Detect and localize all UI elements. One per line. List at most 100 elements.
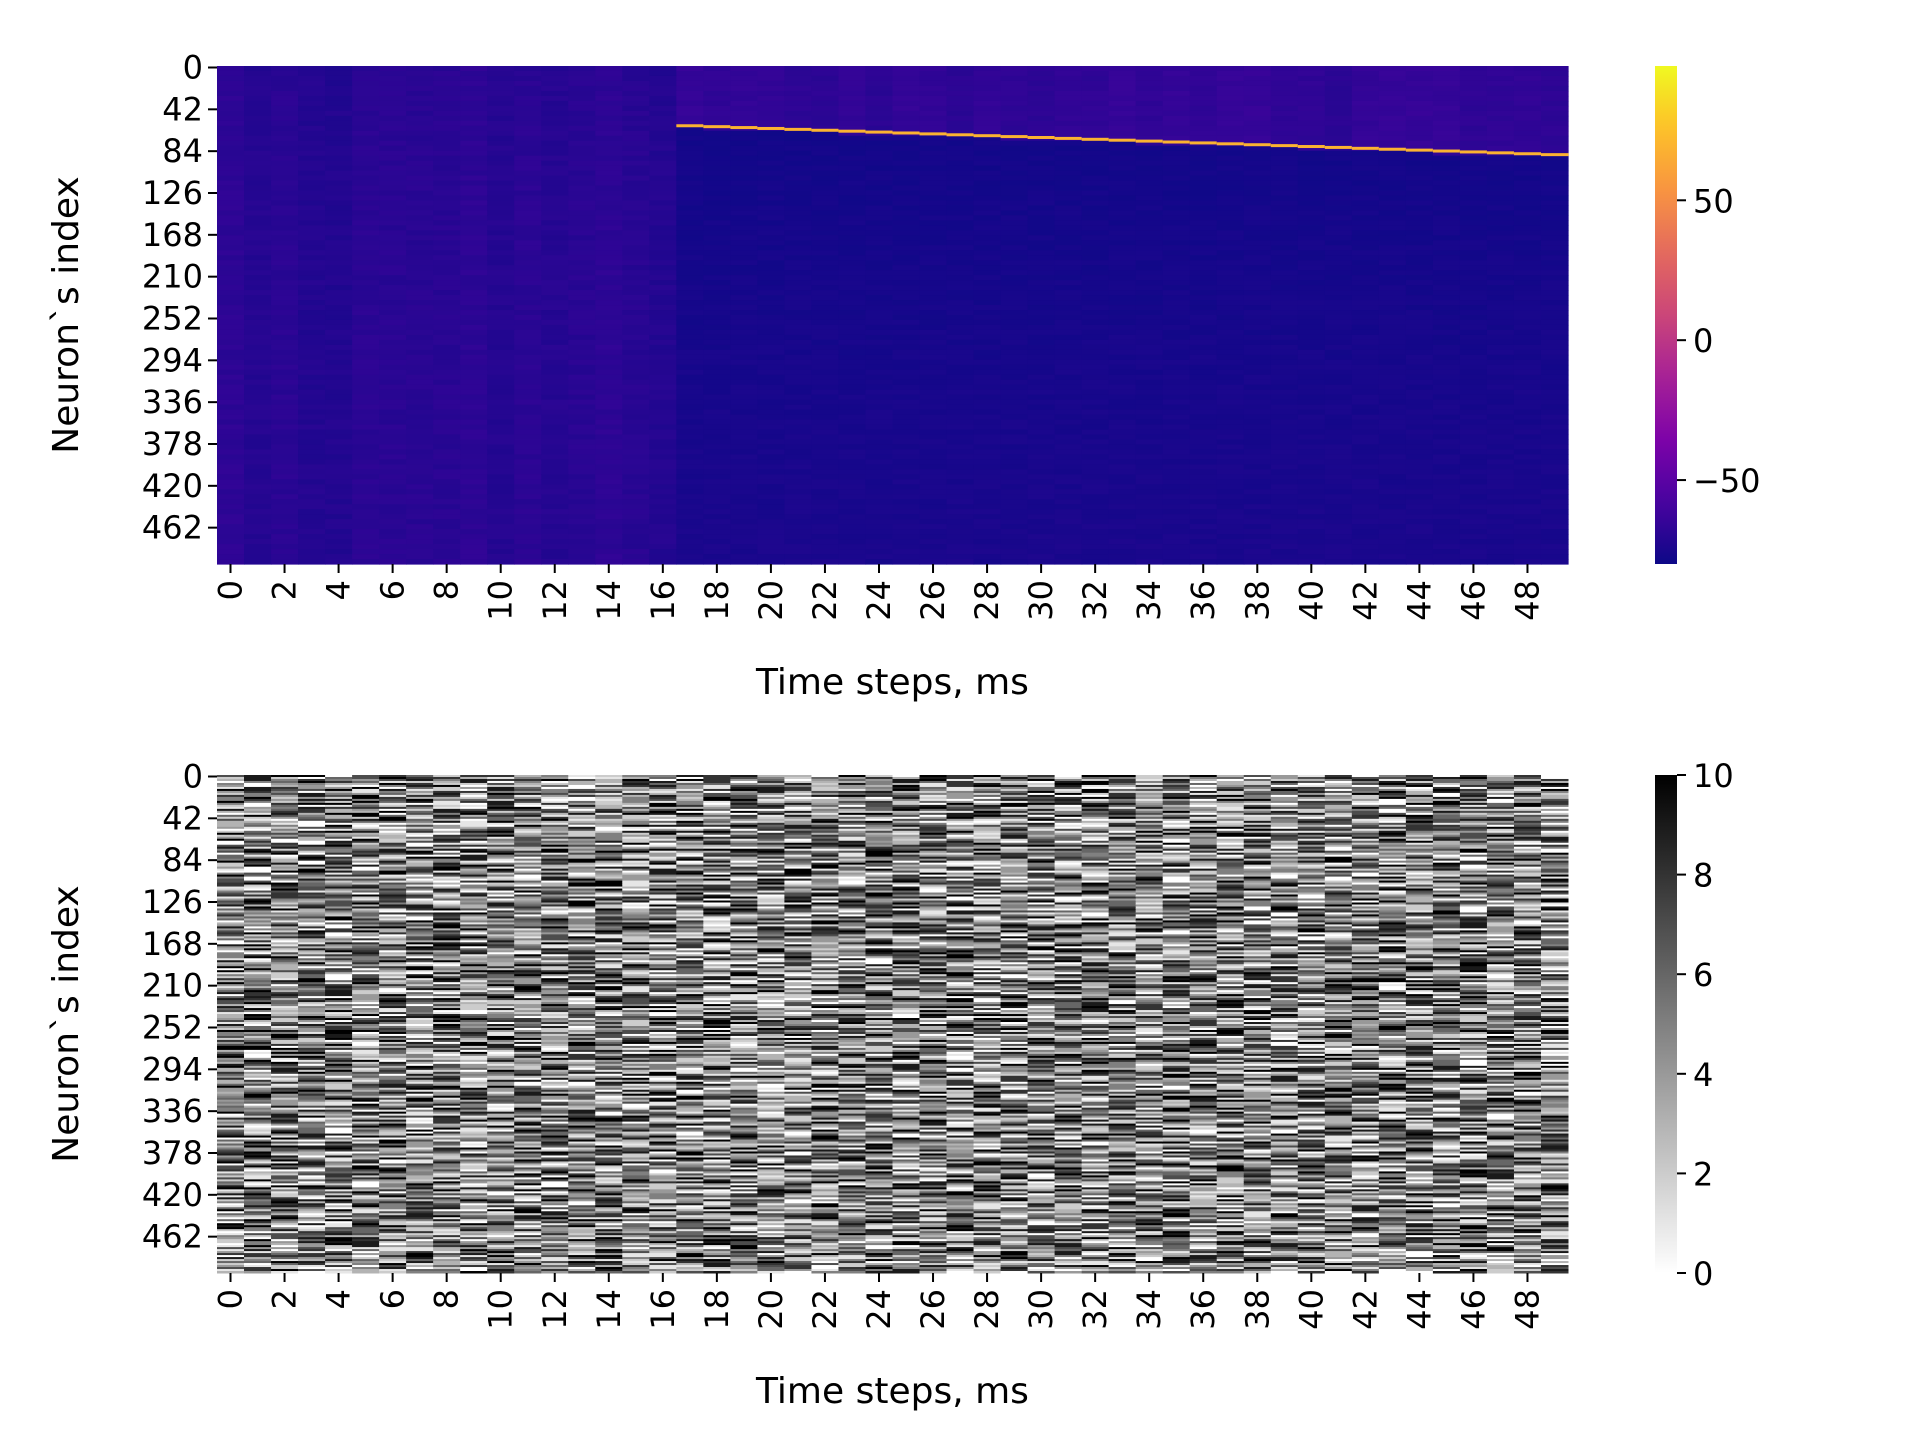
heatmap-cell	[838, 354, 867, 361]
heatmap-cell	[595, 80, 623, 87]
heatmap-cell	[271, 524, 299, 530]
heatmap-cell	[973, 280, 1002, 286]
heatmap-cell	[1189, 484, 1218, 490]
heatmap-cell	[1162, 454, 1191, 461]
heatmap-cell	[1216, 459, 1245, 465]
heatmap-cell	[460, 130, 488, 137]
heatmap-cell	[784, 404, 813, 411]
heatmap-cell	[217, 220, 245, 226]
heatmap-cell	[946, 339, 975, 346]
heatmap-cell	[1027, 265, 1056, 271]
heatmap-cell	[325, 120, 353, 127]
heatmap-cell	[1405, 205, 1434, 212]
heatmap-cell	[1027, 235, 1056, 241]
heatmap-cell	[1324, 225, 1353, 231]
heatmap-cell	[1351, 90, 1380, 97]
heatmap-cell	[1432, 66, 1461, 72]
heatmap-cell	[892, 310, 921, 316]
heatmap-cell	[379, 95, 407, 102]
heatmap-cell	[271, 394, 299, 401]
heatmap-cell	[649, 549, 677, 555]
heatmap-cell	[1243, 409, 1272, 416]
heatmap-cell	[1135, 280, 1164, 286]
heatmap-cell	[892, 389, 921, 396]
heatmap-cell	[595, 280, 623, 286]
heatmap-cell	[703, 324, 731, 331]
heatmap-cell	[1027, 344, 1056, 351]
heatmap-cell	[676, 484, 704, 490]
heatmap-cell	[973, 409, 1002, 416]
heatmap-cell	[1351, 559, 1380, 565]
heatmap-cell	[1432, 464, 1461, 470]
heatmap-cell	[676, 135, 704, 142]
heatmap-cell	[1405, 230, 1434, 236]
heatmap-cell	[1459, 310, 1488, 316]
heatmap-cell	[1108, 180, 1137, 187]
heatmap-cell	[838, 399, 867, 406]
heatmap-cell	[487, 235, 515, 241]
heatmap-cell	[1513, 429, 1542, 436]
heatmap-cell	[406, 329, 434, 336]
heatmap-cell	[1486, 319, 1515, 326]
heatmap-cell	[1189, 469, 1218, 475]
heatmap-cell	[541, 145, 569, 152]
heatmap-cell	[730, 544, 758, 550]
heatmap-cell	[757, 469, 786, 475]
heatmap-cell	[1432, 95, 1461, 102]
heatmap-cell	[676, 305, 704, 311]
heatmap-cell	[757, 514, 786, 520]
heatmap-cell	[1378, 105, 1407, 112]
heatmap-cell	[541, 150, 569, 157]
heatmap-cell	[1486, 170, 1515, 177]
heatmap-cell	[1108, 155, 1137, 162]
heatmap-cell	[352, 220, 380, 226]
heatmap-cell	[1486, 464, 1515, 470]
heatmap-cell	[730, 374, 758, 381]
heatmap-cell	[595, 384, 623, 391]
heatmap-cell	[649, 150, 677, 157]
heatmap-cell	[1459, 300, 1488, 306]
heatmap-cell	[1459, 469, 1488, 475]
heatmap-cell	[1054, 185, 1083, 192]
heatmap-cell	[568, 524, 596, 530]
heatmap-cell	[973, 75, 1002, 82]
heatmap-cell	[541, 255, 569, 261]
heatmap-cell	[1054, 270, 1083, 276]
heatmap-cell	[1297, 559, 1326, 565]
heatmap-cell	[892, 534, 921, 540]
heatmap-cell	[1459, 529, 1488, 535]
heatmap-cell	[1324, 414, 1353, 421]
heatmap-cell	[1486, 185, 1515, 192]
heatmap-cell	[649, 474, 677, 480]
heatmap-cell	[892, 150, 921, 157]
heatmap-cell	[514, 225, 542, 231]
heatmap-cell	[838, 230, 867, 236]
heatmap-cell	[1513, 95, 1542, 102]
heatmap-cell	[1189, 464, 1218, 470]
heatmap-cell	[946, 414, 975, 421]
heatmap-cell	[865, 334, 894, 341]
heatmap-cell	[1027, 115, 1056, 122]
heatmap-cell	[811, 155, 840, 162]
heatmap-cell	[1324, 260, 1353, 266]
heatmap-cell	[595, 534, 623, 540]
heatmap-cell	[1459, 544, 1488, 550]
heatmap-cell	[541, 389, 569, 396]
heatmap-cell	[541, 110, 569, 117]
heatmap-cell	[1351, 175, 1380, 182]
heatmap-cell	[838, 324, 867, 331]
heatmap-cell	[406, 324, 434, 331]
heatmap-cell	[325, 524, 353, 530]
heatmap-cell	[1054, 180, 1083, 187]
heatmap-cell	[946, 105, 975, 112]
heatmap-cell	[379, 110, 407, 117]
heatmap-cell	[892, 434, 921, 441]
heatmap-cell	[568, 235, 596, 241]
heatmap-cell	[973, 185, 1002, 192]
heatmap-cell	[703, 414, 731, 421]
heatmap-cell	[406, 394, 434, 401]
heatmap-cell	[1054, 429, 1083, 436]
heatmap-cell	[919, 305, 948, 311]
heatmap-cell	[244, 509, 272, 515]
heatmap-cell	[703, 100, 731, 107]
